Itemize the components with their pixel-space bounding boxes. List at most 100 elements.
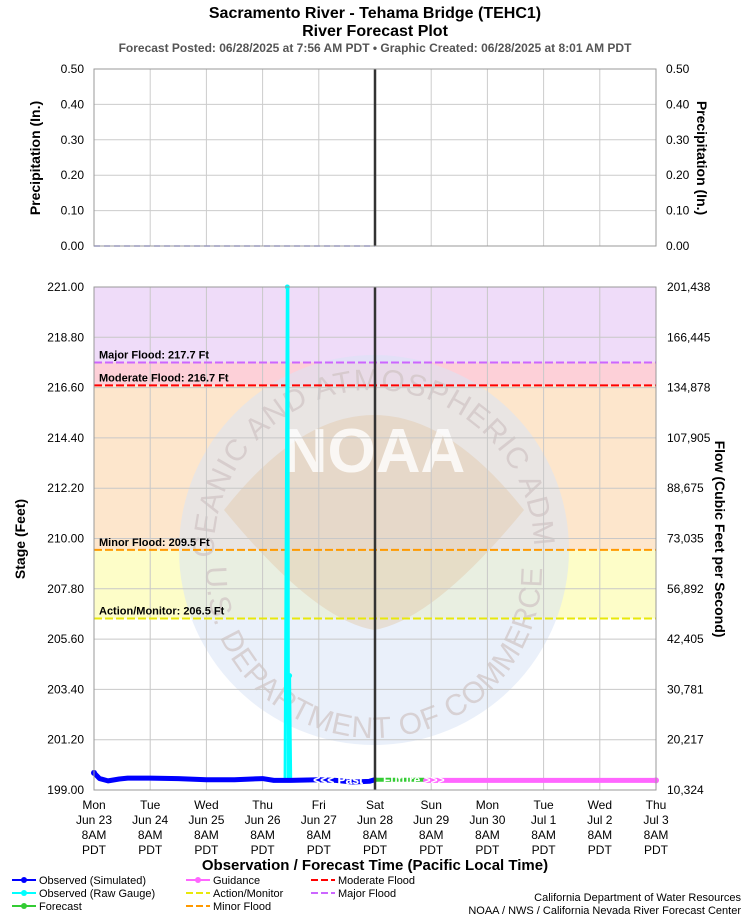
x-tick-label: 8AM xyxy=(587,828,612,842)
legend-label: Moderate Flood xyxy=(338,875,415,887)
x-tick-label: PDT xyxy=(588,843,613,857)
precip-left-tick-label: 0.30 xyxy=(61,133,85,147)
precip-right-tick-label: 0.10 xyxy=(666,204,690,218)
x-tick-label: Thu xyxy=(646,798,667,812)
x-tick-label: Thu xyxy=(252,798,273,812)
threshold-label: Action/Monitor: 206.5 Ft xyxy=(99,606,225,618)
stage-left-tick-label: 207.80 xyxy=(47,582,84,596)
x-tick-label: 8AM xyxy=(250,828,275,842)
legend-item: Major Flood xyxy=(311,888,396,900)
flow-right-tick-label: 56,892 xyxy=(667,582,704,596)
series-observed-raw-line xyxy=(283,285,293,781)
precip-left-tick-label: 0.40 xyxy=(61,97,85,111)
x-tick-label: Jun 25 xyxy=(188,813,224,827)
x-tick-label: Jun 29 xyxy=(413,813,449,827)
legend-label: Observed (Simulated) xyxy=(39,875,146,887)
stage-left-axis-title: Stage (Feet) xyxy=(12,499,28,579)
stage-left-tick-label: 212.20 xyxy=(47,481,84,495)
legend-swatch-marker xyxy=(21,877,27,883)
legend-label: Forecast xyxy=(39,901,82,913)
x-tick-label: PDT xyxy=(307,843,332,857)
x-tick-label: PDT xyxy=(475,843,500,857)
precip-left-tick-label: 0.20 xyxy=(61,168,85,182)
x-tick-label: Sat xyxy=(366,798,385,812)
flow-right-tick-label: 134,878 xyxy=(667,381,711,395)
x-tick-label: 8AM xyxy=(531,828,556,842)
precip-left-tick-label: 0.50 xyxy=(61,62,85,76)
x-tick-label: Tue xyxy=(533,798,554,812)
x-tick-label: PDT xyxy=(251,843,276,857)
x-tick-label: PDT xyxy=(82,843,107,857)
stage-left-tick-label: 199.00 xyxy=(47,783,84,797)
x-tick-label: Wed xyxy=(194,798,218,812)
legend-label: Guidance xyxy=(213,875,260,887)
x-axis-title: Observation / Forecast Time (Pacific Loc… xyxy=(202,857,548,874)
past-label: <<< Past xyxy=(313,773,363,787)
flow-right-tick-label: 166,445 xyxy=(667,330,711,344)
precip-frame xyxy=(93,68,657,247)
legend-label: Action/Monitor xyxy=(213,888,284,900)
precip-left-axis-title: Precipitation (In.) xyxy=(27,101,43,215)
legend-item: Observed (Raw Gauge) xyxy=(12,888,155,900)
x-tick-label: 8AM xyxy=(363,828,388,842)
threshold-label: Minor Flood: 209.5 Ft xyxy=(99,537,210,549)
x-tick-label: Jun 26 xyxy=(245,813,281,827)
x-tick-label: 8AM xyxy=(475,828,500,842)
x-tick-label: Jul 2 xyxy=(587,813,613,827)
x-tick-label: 8AM xyxy=(138,828,163,842)
legend-swatch-marker xyxy=(21,890,27,896)
precip-panel: 0.00 0.00 0.10 0.10 0.20 0.20 0.30 0.30 0.40 0.40… xyxy=(61,62,690,253)
threshold-label: Moderate Flood: 216.7 Ft xyxy=(99,372,229,384)
chart-title: Sacramento River - Tehama Bridge (TEHC1) xyxy=(209,5,541,22)
precip-left-tick-label: 0.10 xyxy=(61,204,85,218)
precip-right-tick-label: 0.40 xyxy=(666,97,690,111)
x-tick-label: Jun 23 xyxy=(76,813,112,827)
stage-right-axis-title: Flow (Cubic Feet per Second) xyxy=(712,441,728,638)
legend-item: Moderate Flood xyxy=(311,875,415,887)
flow-right-tick-label: 73,035 xyxy=(667,532,704,546)
x-tick-label: Jul 3 xyxy=(643,813,669,827)
x-tick-label: Tue xyxy=(140,798,161,812)
x-tick-label: 8AM xyxy=(194,828,219,842)
stage-left-tick-label: 203.40 xyxy=(47,682,84,696)
x-tick-label: PDT xyxy=(363,843,388,857)
x-tick-label: PDT xyxy=(644,843,669,857)
x-tick-label: Jun 24 xyxy=(132,813,168,827)
flow-right-tick-label: 10,324 xyxy=(667,783,704,797)
stage-left-tick-label: 214.40 xyxy=(47,431,84,445)
x-tick-label: Mon xyxy=(476,798,499,812)
legend-label: Minor Flood xyxy=(213,901,271,913)
legend-item: Observed (Simulated) xyxy=(12,875,146,887)
flow-right-tick-label: 42,405 xyxy=(667,632,704,646)
stage-left-tick-label: 201.20 xyxy=(47,733,84,747)
series-observed-raw-point xyxy=(287,673,293,679)
stage-frame xyxy=(93,286,657,791)
precip-right-tick-label: 0.50 xyxy=(666,62,690,76)
stage-left-tick-label: 218.80 xyxy=(47,330,84,344)
precip-left-tick-label: 0.00 xyxy=(61,239,85,253)
stage-grid: 199.00 10,324 201.20 20,217 203.40 30,781 205.… xyxy=(47,280,710,857)
stage-left-tick-label: 210.00 xyxy=(47,532,84,546)
precip-right-tick-label: 0.00 xyxy=(666,239,690,253)
flow-right-tick-label: 30,781 xyxy=(667,682,704,696)
x-tick-label: PDT xyxy=(138,843,163,857)
future-label: Future >>> xyxy=(383,773,445,787)
legend-label: Observed (Raw Gauge) xyxy=(39,888,155,900)
flow-right-tick-label: 20,217 xyxy=(667,733,704,747)
stage-left-tick-label: 221.00 xyxy=(47,280,84,294)
axes xyxy=(93,286,657,791)
x-tick-label: PDT xyxy=(194,843,219,857)
x-tick-label: PDT xyxy=(419,843,444,857)
x-tick-label: 8AM xyxy=(82,828,107,842)
legend-swatch-marker xyxy=(195,877,201,883)
precip-right-tick-label: 0.20 xyxy=(666,168,690,182)
x-tick-label: PDT xyxy=(532,843,557,857)
legend-label: Major Flood xyxy=(338,888,396,900)
flow-right-tick-label: 88,675 xyxy=(667,481,704,495)
hydrograph-series: <<< Past Future >>> xyxy=(91,284,659,790)
stage-left-tick-label: 216.60 xyxy=(47,381,84,395)
threshold-label: Major Flood: 217.7 Ft xyxy=(99,349,209,361)
legend-item: Action/Monitor xyxy=(186,888,284,900)
x-tick-label: Fri xyxy=(312,798,326,812)
x-tick-label: Sun xyxy=(421,798,442,812)
